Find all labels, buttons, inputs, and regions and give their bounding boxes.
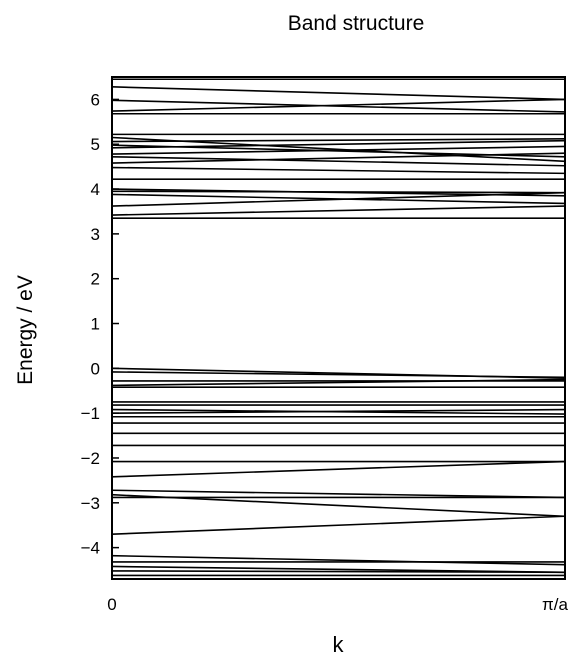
y-tick-label: −4 — [81, 539, 100, 558]
chart-title: Band structure — [288, 12, 425, 35]
ticks-layer: 6 5 4 3 2 1 0 −1 −2 −3 −4 0 π/a — [81, 90, 569, 614]
y-tick-label: −2 — [81, 449, 100, 468]
band-line-10 — [111, 139, 566, 149]
band-line-17 — [111, 190, 566, 194]
band-line-41 — [111, 554, 566, 566]
y-tick-label: 6 — [91, 90, 100, 109]
x-axis-label: k — [333, 632, 345, 657]
band-line-36 — [111, 460, 566, 478]
band-line-20 — [111, 205, 566, 216]
bands-layer — [111, 78, 566, 577]
band-line-3 — [111, 99, 566, 113]
band-line-13 — [111, 152, 566, 164]
plot-frame — [111, 76, 566, 580]
band-line-14 — [111, 166, 566, 175]
band-line-19 — [111, 191, 566, 207]
y-tick-label: 1 — [91, 315, 100, 334]
y-tick-label: 4 — [91, 180, 100, 199]
band-line-38 — [111, 493, 566, 518]
y-tick-label: −3 — [81, 494, 100, 513]
band-line-8 — [111, 138, 566, 143]
band-line-2 — [111, 86, 566, 101]
y-tick-label: −1 — [81, 404, 100, 423]
x-tick-label: 0 — [107, 595, 116, 614]
y-tick-label: 2 — [91, 270, 100, 289]
band-line-4 — [111, 98, 566, 112]
band-line-30 — [111, 408, 566, 414]
y-tick-label: 3 — [91, 225, 100, 244]
x-tick-label: π/a — [542, 595, 568, 614]
band-line-37 — [111, 489, 566, 499]
y-tick-label: 5 — [91, 135, 100, 154]
band-line-23 — [111, 371, 566, 379]
y-axis-label: Energy / eV — [14, 275, 37, 385]
y-tick-label: 0 — [91, 359, 100, 378]
band-line-44 — [111, 570, 566, 574]
band-line-40 — [111, 515, 566, 535]
band-line-11 — [111, 145, 566, 155]
band-line-25 — [111, 378, 566, 387]
band-line-12 — [111, 155, 566, 167]
